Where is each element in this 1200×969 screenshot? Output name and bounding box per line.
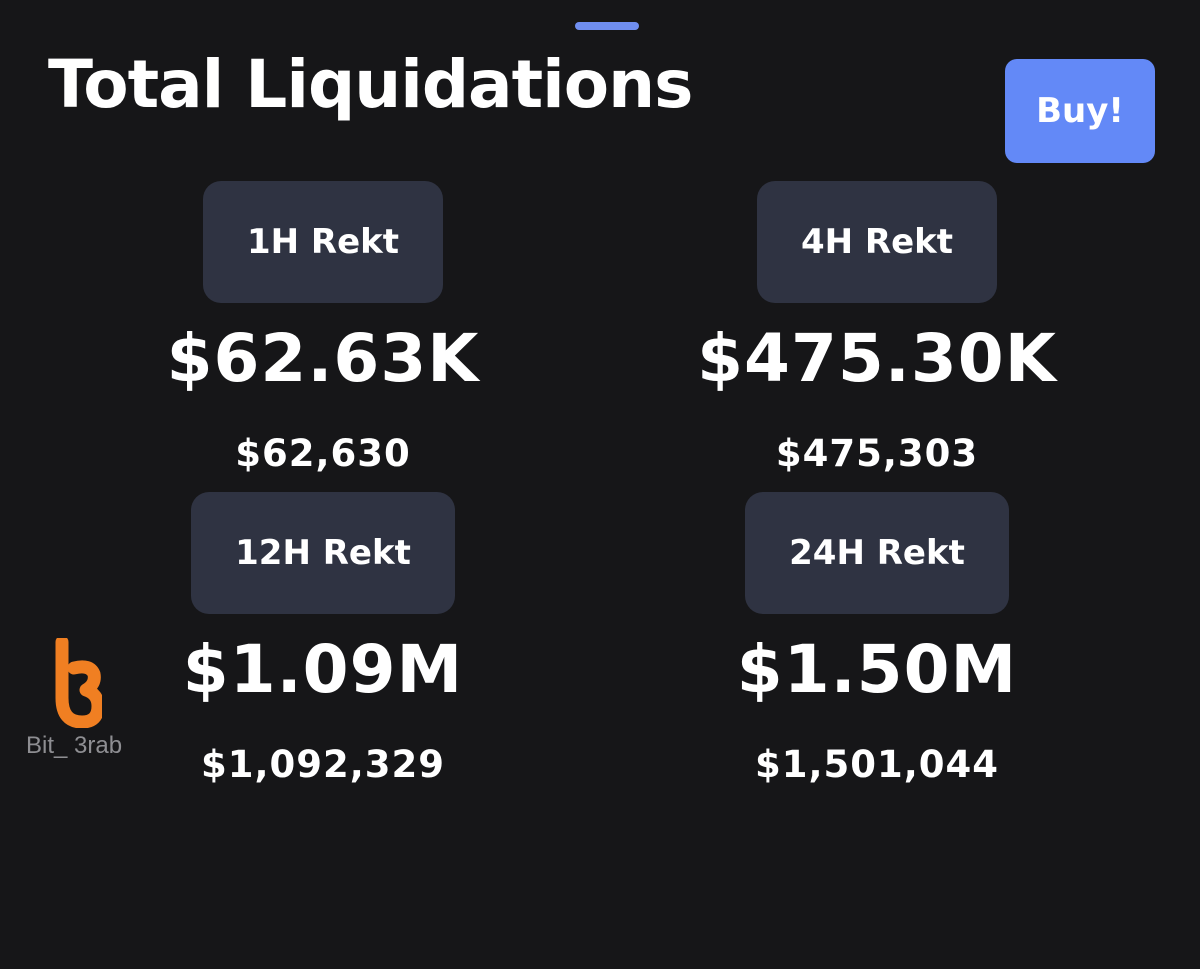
buy-button[interactable]: Buy!: [1005, 59, 1155, 163]
stat-exact-4h: $475,303: [775, 432, 979, 475]
bit3rab-logo-icon: [55, 638, 102, 728]
watermark-text: Bit_ 3rab: [26, 732, 123, 759]
stat-exact-1h: $62,630: [235, 432, 411, 475]
stat-4h: 4H Rekt $475.30K $475,303: [617, 181, 1137, 481]
stat-exact-24h: $1,501,044: [754, 743, 1000, 786]
drag-handle[interactable]: [575, 22, 639, 30]
stat-label-1h-button[interactable]: 1H Rekt: [203, 181, 443, 303]
stat-label-24h-button[interactable]: 24H Rekt: [745, 492, 1009, 614]
stat-value-24h: $1.50M: [736, 631, 1018, 708]
page-title: Total Liquidations: [48, 46, 693, 123]
stat-12h: 12H Rekt $1.09M $1,092,329: [63, 492, 583, 792]
stat-label-4h-button[interactable]: 4H Rekt: [757, 181, 997, 303]
stat-24h: 24H Rekt $1.50M $1,501,044: [617, 492, 1137, 792]
stat-value-4h: $475.30K: [697, 320, 1057, 397]
stat-1h: 1H Rekt $62.63K $62,630: [63, 181, 583, 481]
stat-label-12h-button[interactable]: 12H Rekt: [191, 492, 455, 614]
stat-value-12h: $1.09M: [182, 631, 464, 708]
stat-exact-12h: $1,092,329: [200, 743, 446, 786]
watermark: Bit_ 3rab: [20, 638, 140, 760]
stat-value-1h: $62.63K: [166, 320, 480, 397]
